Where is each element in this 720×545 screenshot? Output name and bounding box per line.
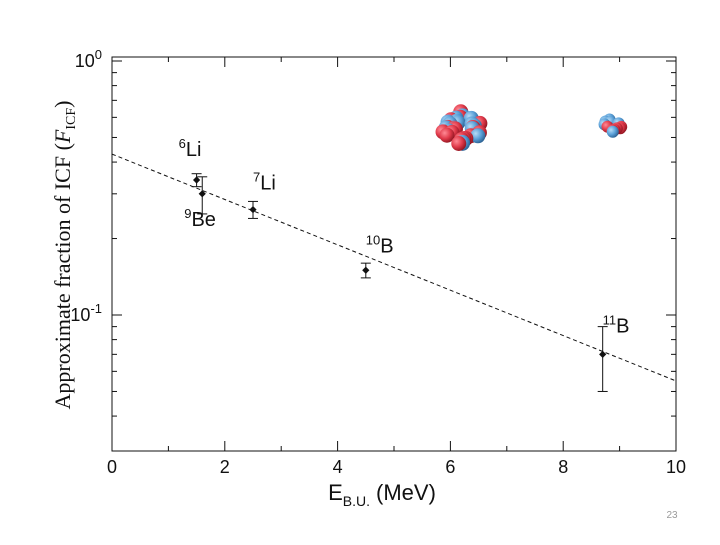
data-points xyxy=(191,173,608,392)
isotope-label: 11B xyxy=(603,312,630,337)
x-tick-label: 10 xyxy=(666,457,686,477)
isotope-label: 7Li xyxy=(253,170,276,195)
axis-ticks: 0 2 4 6 8 10 100 10-1 xyxy=(70,47,686,477)
slide-number: 23 xyxy=(666,510,678,521)
neutron-ball xyxy=(470,128,486,144)
y-axis-label: Approximate fraction of ICF (FICF) xyxy=(50,101,79,410)
data-point xyxy=(198,190,206,198)
nucleus-large-icon xyxy=(435,104,488,152)
isotope-label: 9Be xyxy=(184,206,216,231)
y-tick-label: 10-1 xyxy=(70,301,102,325)
x-tick-label: 0 xyxy=(107,457,117,477)
x-axis-label: EB.U. (MeV) xyxy=(328,480,436,509)
data-point xyxy=(362,266,370,274)
data-point xyxy=(193,176,201,184)
fit-line xyxy=(111,153,677,382)
data-point xyxy=(249,205,257,214)
proton-ball xyxy=(451,136,467,152)
isotope-label: 10B xyxy=(366,232,394,257)
nucleus-small-icon xyxy=(598,113,628,138)
point-labels: 6Li 9Be 7Li 10B 11B xyxy=(179,136,630,337)
x-tick-label: 6 xyxy=(445,457,455,477)
isotope-label: 6Li xyxy=(179,136,202,161)
y-tick-label: 100 xyxy=(75,47,102,71)
x-tick-label: 2 xyxy=(220,457,230,477)
plot-frame xyxy=(111,56,677,452)
fit-line-group xyxy=(111,153,677,382)
proton-ball xyxy=(439,127,455,143)
neutron-ball xyxy=(606,125,619,138)
x-tick-label: 4 xyxy=(333,457,343,477)
data-point xyxy=(599,350,607,358)
x-tick-label: 8 xyxy=(558,457,568,477)
